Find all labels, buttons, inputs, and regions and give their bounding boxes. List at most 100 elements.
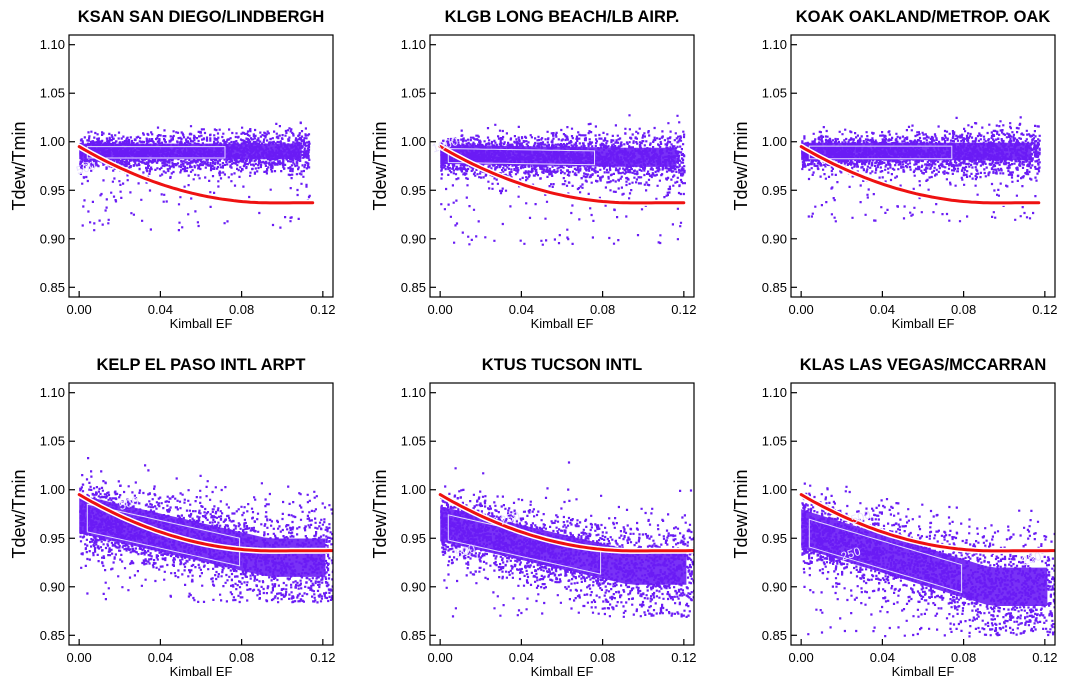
y-tick-label: 0.90 [401,231,426,246]
x-tick-label: 0.08 [590,650,615,665]
x-tick-label: 0.04 [148,650,173,665]
scatter-layer: 250 500 [437,461,694,618]
scatter-points [79,121,311,232]
y-axis-label: Tdew/Tmin [731,121,751,210]
panel: KTUS TUCSON INTL 250 500 0.85 0.90 0.95 1.00 1.… [370,356,697,679]
y-tick-label: 1.00 [40,134,65,149]
y-tick-label: 0.95 [762,183,787,198]
fit-curve [438,145,686,205]
x-tick-label: 0.00 [788,302,813,317]
x-tick-label: 0.12 [671,650,696,665]
density-core [79,143,302,160]
y-tick-label: 0.95 [40,531,65,546]
x-axis-label: Kimball EF [892,664,955,679]
scatter-points [801,116,1041,223]
scatter-layer: 500 250 250 [798,482,1055,638]
y-axis-label: Tdew/Tmin [9,469,29,558]
y-tick-label: 1.05 [401,434,426,449]
panel: KOAK OAKLAND/METROP. OAK 0.85 0.90 0.95 1.00… [731,8,1058,331]
y-tick-label: 0.95 [40,183,65,198]
y-tick-label: 0.95 [401,531,426,546]
fit-curve [77,145,315,205]
x-axis-label: Kimball EF [170,316,233,331]
x-tick-label: 0.04 [509,650,534,665]
y-tick-label: 0.85 [762,280,787,295]
y-tick-label: 0.90 [762,579,787,594]
panel-title: KLGB LONG BEACH/LB AIRP. [445,8,680,26]
contour-label: 500 [849,507,873,527]
x-tick-label: 0.08 [229,650,254,665]
panel: KELP EL PASO INTL ARPT 500 0.85 0.90 0.95 1.0… [9,356,336,679]
contour-label: 500 [74,158,98,178]
scatter-points [440,114,686,246]
y-tick-label: 1.00 [762,482,787,497]
x-axis-label: Kimball EF [170,664,233,679]
plot-frame [68,34,334,298]
y-tick-label: 0.85 [401,628,426,643]
y-tick-label: 0.90 [762,231,787,246]
plot-frame [429,382,695,646]
y-tick-label: 0.85 [40,628,65,643]
y-tick-label: 0.90 [40,579,65,594]
x-tick-label: 0.08 [590,302,615,317]
x-tick-label: 0.12 [310,650,335,665]
density-contour [86,503,241,567]
y-tick-label: 1.10 [401,385,426,400]
y-tick-label: 0.90 [401,579,426,594]
x-tick-label: 0.04 [148,302,173,317]
x-axis-label: Kimball EF [531,664,594,679]
x-tick-label: 0.04 [870,302,895,317]
y-tick-label: 0.85 [40,280,65,295]
plot-frame [790,34,1056,298]
y-axis-label: Tdew/Tmin [370,469,390,558]
panel: KLAS LAS VEGAS/MCCARRAN 500 250 250 0.85 0.90… [731,356,1058,679]
density-contour [86,146,226,159]
y-tick-label: 1.05 [762,434,787,449]
y-tick-label: 0.95 [401,183,426,198]
plot-frame [68,382,334,646]
density-core [79,494,326,577]
fit-curve [77,493,333,553]
fit-curve [799,145,1041,205]
contour-label: 500 [117,494,141,514]
plot-frame [429,34,695,298]
y-tick-label: 1.10 [762,385,787,400]
y-tick-label: 1.00 [762,134,787,149]
panel: KSAN SAN DIEGO/LINDBERGH 500 0.85 0.90 0.95 1… [9,8,336,331]
density-contour [447,148,595,166]
y-tick-label: 1.05 [40,86,65,101]
x-tick-label: 0.12 [1032,650,1057,665]
contour-label: 250 [839,544,863,564]
y-tick-label: 1.00 [401,134,426,149]
x-tick-label: 0.08 [951,650,976,665]
y-tick-label: 1.10 [401,37,426,52]
x-tick-label: 0.00 [788,650,813,665]
fit-curve [438,493,694,553]
y-tick-label: 0.85 [401,280,426,295]
y-axis-label: Tdew/Tmin [9,121,29,210]
x-tick-label: 0.00 [66,302,91,317]
panel-title: KSAN SAN DIEGO/LINDBERGH [78,8,325,26]
y-tick-label: 1.10 [762,37,787,52]
x-tick-label: 0.00 [427,302,452,317]
x-axis-label: Kimball EF [531,316,594,331]
y-tick-label: 1.00 [401,482,426,497]
x-tick-label: 0.08 [951,302,976,317]
y-tick-label: 1.05 [40,434,65,449]
y-tick-label: 1.00 [40,482,65,497]
y-tick-label: 1.10 [40,385,65,400]
scatter-layer [798,116,1042,223]
fit-curve [799,493,1055,553]
x-tick-label: 0.12 [1032,302,1057,317]
density-contour [808,145,953,160]
density-contour [808,518,963,594]
density-core [801,509,1048,606]
density-core [440,144,677,167]
x-axis-label: Kimball EF [892,316,955,331]
panel: KLGB LONG BEACH/LB AIRP. 1000 0.85 0.90 0.95… [370,8,697,331]
panel-title: KOAK OAKLAND/METROP. OAK [796,8,1051,26]
x-tick-label: 0.04 [509,302,534,317]
y-tick-label: 0.95 [762,531,787,546]
contour-label: 250 [498,508,522,528]
